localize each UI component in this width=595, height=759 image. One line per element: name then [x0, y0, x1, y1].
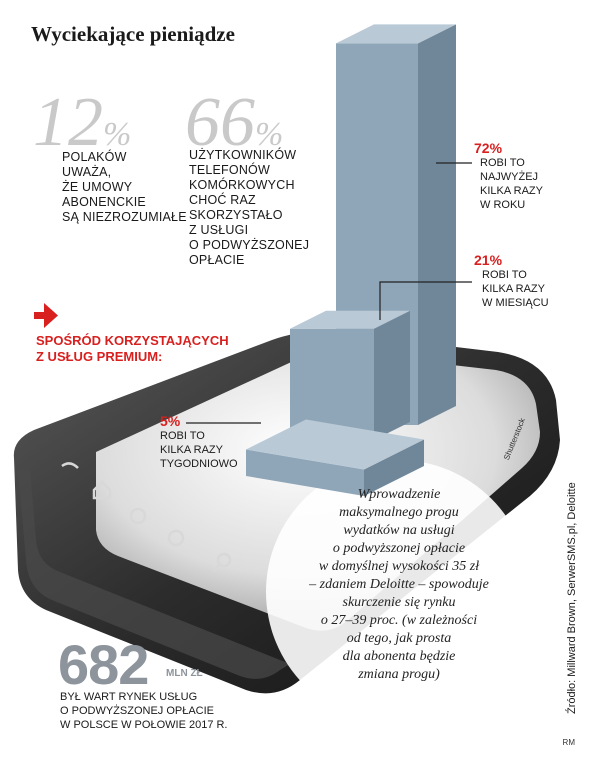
- bar-top-0: [246, 419, 424, 470]
- bar-side-2: [418, 24, 456, 426]
- leader-lines: [186, 162, 472, 424]
- search-icon: [216, 552, 232, 568]
- stat-66-value: 66%: [185, 84, 284, 161]
- home-icon: [92, 480, 112, 500]
- market-description: BYŁ WART RYNEK USŁUG O PODWYŻSZONEJ OPŁAC…: [60, 691, 228, 731]
- label-72-text: ROBI TO NAJWYŻEJ KILKA RAZY W ROKU: [480, 157, 543, 211]
- market-unit: MLN ZŁ: [166, 668, 203, 679]
- label-21-pct: 21%: [474, 252, 503, 268]
- bar-front-0: [246, 449, 364, 496]
- bar-side-1: [374, 310, 410, 440]
- phone-call-icon: [61, 462, 79, 469]
- stat-12-value: 12%: [33, 84, 132, 161]
- refresh-icon: [167, 529, 185, 547]
- author-initials: RM: [562, 738, 575, 747]
- label-5: 5% ROBI TO KILKA RAZY TYGODNIOWO: [160, 413, 260, 471]
- bar-side-0: [364, 439, 424, 496]
- quote-circle: [266, 460, 530, 724]
- stat-12-description: POLAKÓW UWAŻA, ŻE UMOWY ABONENCKIE SĄ NIEZRO…: [62, 150, 187, 224]
- label-72: 72% ROBI TO NAJWYŻEJ KILKA RAZY W ROKU: [474, 140, 554, 212]
- label-5-text: ROBI TO KILKA RAZY TYGODNIOWO: [160, 430, 238, 470]
- market-value: 682: [58, 633, 149, 696]
- power-icon: [129, 507, 147, 525]
- premium-heading: SPOŚRÓD KORZYSTAJĄCYCH Z USŁUG PREMIUM:: [36, 333, 229, 364]
- stat-66-description: UŻYTKOWNIKÓW TELEFONÓW KOMÓRKOWYCH CHOĆ RAZ…: [189, 148, 310, 267]
- label-5-pct: 5%: [160, 413, 181, 429]
- bar-front-1: [290, 328, 374, 440]
- label-21-text: ROBI TO KILKA RAZY W MIESIĄCU: [482, 269, 549, 309]
- bar-top-2: [336, 24, 456, 44]
- page-title: Wyciekające pieniądze: [31, 22, 235, 46]
- label-72-pct: 72%: [474, 140, 503, 156]
- deloitte-quote: Wprowadzenie maksymalnego progu wydatków n…: [309, 487, 489, 682]
- phone-edge: [18, 470, 290, 679]
- bars-group: [246, 24, 456, 496]
- label-21: 21% ROBI TO KILKA RAZY W MIESIĄCU: [474, 252, 564, 310]
- source-note: Źródło: Millward Brown, SerwerSMS.pl, De…: [566, 482, 578, 714]
- phone-hardware-buttons: [61, 462, 232, 572]
- red-arrow-icon: [34, 303, 58, 328]
